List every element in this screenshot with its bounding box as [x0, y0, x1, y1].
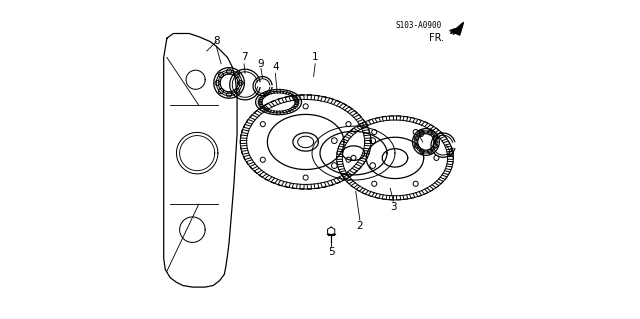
Text: 8: 8	[213, 36, 220, 47]
Text: 9: 9	[258, 59, 264, 69]
Text: 8: 8	[417, 129, 424, 139]
Text: 1: 1	[312, 52, 319, 63]
Polygon shape	[452, 22, 463, 35]
Text: S103-A0900: S103-A0900	[396, 21, 442, 30]
Text: FR.: FR.	[429, 33, 444, 43]
Text: 3: 3	[390, 202, 397, 212]
Text: 2: 2	[356, 221, 363, 232]
Text: 6: 6	[447, 148, 454, 158]
Text: 5: 5	[328, 247, 335, 257]
Text: 7: 7	[241, 52, 248, 63]
Text: 4: 4	[272, 62, 278, 72]
